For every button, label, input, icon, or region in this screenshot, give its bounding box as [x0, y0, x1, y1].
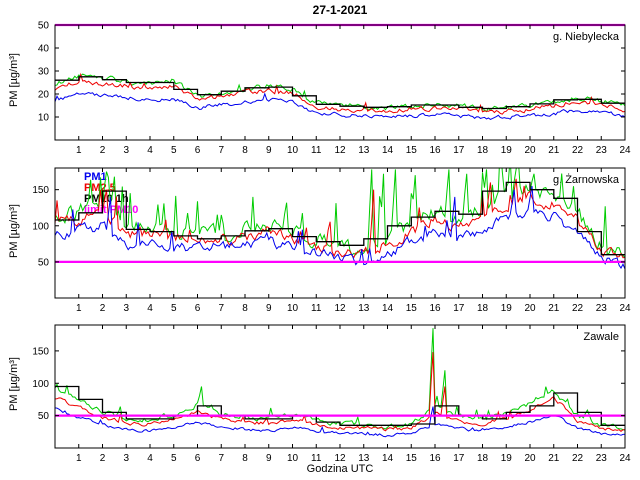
svg-text:12: 12 [334, 303, 346, 314]
svg-text:19: 19 [501, 145, 513, 156]
svg-text:22: 22 [572, 303, 584, 314]
svg-text:2: 2 [100, 145, 106, 156]
svg-text:11: 11 [311, 303, 322, 314]
svg-text:30: 30 [38, 67, 50, 78]
svg-text:14: 14 [382, 145, 394, 156]
x-axis-label: Godzina UTC [306, 463, 374, 475]
svg-text:11: 11 [311, 145, 322, 156]
svg-text:12: 12 [334, 145, 346, 156]
svg-text:2: 2 [100, 303, 106, 314]
svg-text:20: 20 [38, 90, 50, 101]
svg-text:50: 50 [38, 411, 50, 422]
legend: PM1 PM2.5 PM10 1h limit PM10 [84, 172, 138, 216]
svg-text:22: 22 [572, 145, 584, 156]
svg-text:10: 10 [287, 145, 299, 156]
svg-text:3: 3 [123, 303, 129, 314]
station-label-niebylecka: g. Niebylecka [552, 31, 619, 43]
svg-text:9: 9 [266, 145, 272, 156]
svg-text:17: 17 [453, 303, 465, 314]
svg-text:1: 1 [76, 303, 82, 314]
svg-text:7: 7 [218, 303, 224, 314]
svg-text:9: 9 [266, 303, 272, 314]
y-axis-label-middle: PM [µg/m³] [8, 204, 20, 259]
svg-text:21: 21 [548, 303, 560, 314]
svg-text:23: 23 [596, 145, 608, 156]
svg-text:50: 50 [38, 21, 50, 32]
svg-text:5: 5 [171, 145, 177, 156]
svg-text:7: 7 [218, 145, 224, 156]
svg-text:4: 4 [147, 303, 153, 314]
svg-text:13: 13 [358, 145, 370, 156]
chart-title: 27-1-2021 [312, 3, 368, 17]
y-axis-label-bottom: PM [µg/m³] [8, 357, 20, 412]
svg-text:24: 24 [619, 145, 631, 156]
svg-text:10: 10 [38, 113, 50, 124]
station-label-zarnowska: g. Żarnowska [552, 174, 619, 186]
svg-text:1: 1 [76, 145, 82, 156]
svg-text:18: 18 [477, 303, 489, 314]
svg-text:13: 13 [358, 303, 370, 314]
svg-text:15: 15 [406, 303, 418, 314]
svg-text:20: 20 [524, 303, 536, 314]
svg-text:150: 150 [32, 185, 49, 196]
svg-text:40: 40 [38, 44, 50, 55]
svg-text:16: 16 [429, 145, 441, 156]
svg-text:21: 21 [548, 145, 560, 156]
svg-text:23: 23 [596, 303, 608, 314]
svg-text:16: 16 [429, 303, 441, 314]
svg-text:4: 4 [147, 145, 153, 156]
svg-text:6: 6 [195, 145, 201, 156]
svg-text:3: 3 [123, 145, 129, 156]
legend-entry-limit-pm10: limit PM10 [84, 204, 139, 216]
station-label-zawale: Zawale [583, 331, 619, 343]
svg-text:8: 8 [242, 303, 248, 314]
svg-text:15: 15 [406, 145, 418, 156]
svg-text:8: 8 [242, 145, 248, 156]
y-axis-label-top: PM [µg/m³] [8, 53, 20, 108]
svg-text:100: 100 [32, 379, 49, 390]
svg-text:17: 17 [453, 145, 465, 156]
svg-text:24: 24 [619, 303, 631, 314]
svg-text:20: 20 [524, 145, 536, 156]
svg-text:50: 50 [38, 257, 50, 268]
svg-text:100: 100 [32, 221, 49, 232]
svg-text:14: 14 [382, 303, 394, 314]
svg-text:5: 5 [171, 303, 177, 314]
svg-text:150: 150 [32, 346, 49, 357]
svg-text:18: 18 [477, 145, 489, 156]
svg-text:19: 19 [501, 303, 513, 314]
svg-text:10: 10 [287, 303, 299, 314]
svg-text:6: 6 [195, 303, 201, 314]
